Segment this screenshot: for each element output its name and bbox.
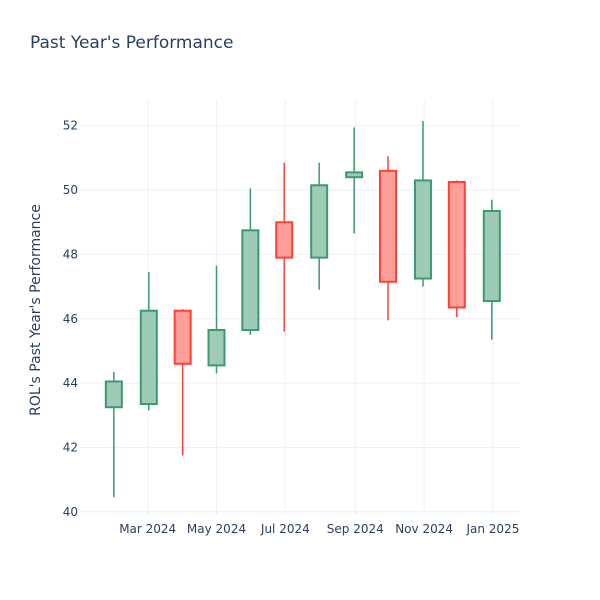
candle-increasing [413,120,432,287]
y-tick-label: 44 [63,376,78,390]
y-tick-label: 48 [63,247,78,261]
x-axis-ticks: Mar 2024 May 2024 Jul 2024 Sep 2024 Nov 2024… [119,522,519,536]
candle-increasing [310,162,329,290]
candle-body [241,229,260,332]
candle-body [345,171,364,179]
x-tick-label: Mar 2024 [119,522,176,536]
y-axis-ticks: 40 42 44 46 48 50 52 [63,119,78,519]
y-tick-label: 50 [63,183,78,197]
x-tick-label: Jan 2025 [465,522,519,536]
y-tick-label: 40 [63,505,78,519]
candle-decreasing [379,156,397,321]
y-tick-label: 46 [63,312,78,326]
candle-body [310,184,329,259]
candle-body [447,181,466,309]
candle-body [379,169,397,283]
candle-increasing [139,272,158,411]
candle-decreasing [275,162,294,332]
candle-increasing [207,265,226,374]
candle-body [173,309,192,365]
candle-increasing [104,371,123,498]
candle-decreasing [173,309,192,456]
candle-body [139,309,158,406]
x-tick-label: Nov 2024 [395,522,453,536]
candle-body [104,380,123,409]
candle-increasing [345,127,364,234]
candle-body [413,179,432,280]
candle-increasing [482,199,501,340]
chart-title: Past Year's Performance [30,33,234,53]
y-tick-label: 42 [63,440,78,454]
candle-body [275,221,294,259]
x-tick-label: May 2024 [187,522,246,536]
x-tick-label: Sep 2024 [327,522,384,536]
candle-body [207,329,226,367]
candle-increasing [241,188,260,335]
candle-body [482,209,501,303]
candles [104,120,501,498]
y-tick-label: 52 [63,119,78,133]
x-tick-label: Jul 2024 [260,522,310,536]
candle-decreasing [447,180,466,318]
y-axis-title: ROL's Past Year's Performance [28,204,44,416]
